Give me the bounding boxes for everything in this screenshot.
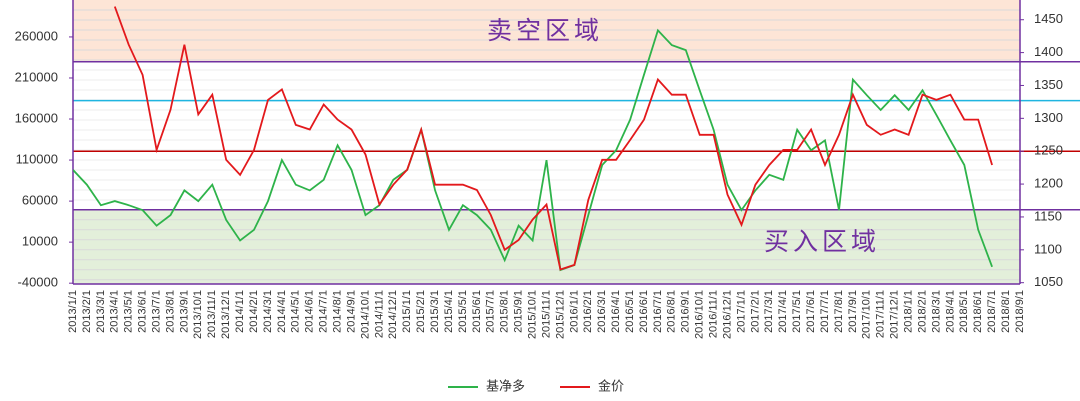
x-tick-label: 2016/2/1 bbox=[582, 290, 594, 333]
x-tick-label: 2014/5/1 bbox=[290, 290, 302, 333]
x-tick-label: 2017/7/1 bbox=[819, 290, 831, 333]
x-tick-label: 2016/4/1 bbox=[610, 290, 622, 333]
y2-tick-label: 1300 bbox=[1034, 110, 1063, 125]
x-tick-label: 2015/1/1 bbox=[401, 290, 413, 333]
x-tick-label: 2015/8/1 bbox=[499, 290, 511, 333]
x-tick-label: 2015/3/1 bbox=[429, 290, 441, 333]
x-tick-label: 2017/3/1 bbox=[763, 290, 775, 333]
zone-label: 买入区域 bbox=[764, 227, 880, 256]
x-tick-label: 2018/5/1 bbox=[958, 290, 970, 333]
x-tick-label: 2015/4/1 bbox=[443, 290, 455, 333]
x-tick-label: 2018/3/1 bbox=[930, 290, 942, 333]
x-tick-label: 2017/8/1 bbox=[833, 290, 845, 333]
x-tick-label: 2018/4/1 bbox=[944, 290, 956, 333]
x-tick-label: 2014/4/1 bbox=[276, 290, 288, 333]
x-tick-label: 2018/8/1 bbox=[1000, 290, 1012, 333]
x-tick-label: 2013/4/1 bbox=[109, 290, 121, 333]
x-tick-label: 2016/10/1 bbox=[694, 290, 706, 339]
x-tick-label: 2015/10/1 bbox=[526, 290, 538, 339]
x-tick-label: 2015/6/1 bbox=[471, 290, 483, 333]
x-tick-label: 2013/10/1 bbox=[192, 290, 204, 339]
zone bbox=[73, 209, 1020, 284]
y2-tick-label: 1450 bbox=[1034, 11, 1063, 26]
x-tick-label: 2016/1/1 bbox=[568, 290, 580, 333]
x-tick-label: 2016/11/1 bbox=[708, 290, 720, 338]
x-tick-label: 2013/5/1 bbox=[123, 290, 135, 333]
x-tick-label: 2018/7/1 bbox=[986, 290, 998, 333]
y-tick-label: 110000 bbox=[16, 151, 58, 166]
zone-label: 卖空区域 bbox=[487, 16, 603, 45]
legend-label: 金价 bbox=[598, 378, 624, 393]
x-tick-label: 2017/1/1 bbox=[735, 290, 747, 333]
x-tick-label: 2014/8/1 bbox=[332, 290, 344, 333]
x-tick-label: 2017/10/1 bbox=[861, 290, 873, 339]
x-tick-label: 2014/2/1 bbox=[248, 290, 260, 333]
x-tick-label: 2014/6/1 bbox=[304, 290, 316, 333]
x-tick-label: 2016/8/1 bbox=[666, 290, 678, 333]
x-tick-label: 2017/5/1 bbox=[791, 290, 803, 333]
x-tick-label: 2016/7/1 bbox=[652, 290, 664, 333]
x-tick-label: 2013/2/1 bbox=[81, 290, 93, 333]
x-tick-label: 2013/8/1 bbox=[164, 290, 176, 333]
x-tick-label: 2014/9/1 bbox=[345, 290, 357, 333]
x-tick-label: 2015/7/1 bbox=[485, 290, 497, 333]
y-tick-label: 260000 bbox=[15, 28, 58, 43]
x-tick-label: 2018/1/1 bbox=[902, 290, 914, 333]
y-tick-label: 210000 bbox=[15, 69, 58, 84]
x-tick-label: 2015/2/1 bbox=[415, 290, 427, 333]
x-tick-label: 2016/5/1 bbox=[624, 290, 636, 333]
x-tick-label: 2014/11/1 bbox=[373, 290, 385, 338]
x-tick-label: 2013/7/1 bbox=[150, 290, 162, 333]
x-tick-label: 2016/12/1 bbox=[721, 290, 733, 339]
x-tick-label: 2015/12/1 bbox=[554, 290, 566, 339]
x-tick-label: 2014/10/1 bbox=[359, 290, 371, 339]
x-tick-label: 2016/3/1 bbox=[596, 290, 608, 333]
x-tick-label: 2014/3/1 bbox=[262, 290, 274, 333]
y-tick-label: -40000 bbox=[18, 275, 58, 290]
y-tick-label: 10000 bbox=[22, 234, 58, 249]
y2-tick-label: 1350 bbox=[1034, 77, 1063, 92]
y2-tick-label: 1150 bbox=[1034, 208, 1062, 223]
series-line bbox=[113, 6, 993, 271]
x-tick-label: 2017/4/1 bbox=[777, 290, 789, 333]
y-tick-label: 160000 bbox=[15, 110, 58, 125]
x-tick-label: 2017/2/1 bbox=[749, 290, 761, 333]
y2-tick-label: 1200 bbox=[1034, 176, 1063, 191]
x-tick-label: 2013/1/1 bbox=[67, 290, 79, 333]
x-tick-label: 2015/5/1 bbox=[457, 290, 469, 333]
y2-tick-label: 1250 bbox=[1034, 143, 1063, 158]
x-tick-label: 2013/9/1 bbox=[178, 290, 190, 333]
x-tick-label: 2017/9/1 bbox=[847, 290, 859, 333]
x-tick-label: 2013/11/1 bbox=[206, 290, 218, 338]
x-tick-label: 2013/3/1 bbox=[95, 290, 107, 333]
x-tick-label: 2015/11/1 bbox=[540, 290, 552, 338]
x-tick-label: 2018/9/1 bbox=[1014, 290, 1026, 333]
x-tick-label: 2017/12/1 bbox=[889, 290, 901, 339]
x-tick-label: 2013/12/1 bbox=[220, 290, 232, 339]
y2-tick-label: 1400 bbox=[1034, 44, 1063, 59]
x-tick-label: 2016/6/1 bbox=[638, 290, 650, 333]
x-tick-label: 2015/9/1 bbox=[513, 290, 525, 333]
x-tick-label: 2013/6/1 bbox=[137, 290, 149, 333]
x-tick-label: 2017/11/1 bbox=[875, 290, 887, 338]
x-tick-label: 2018/6/1 bbox=[972, 290, 984, 333]
x-tick-label: 2016/9/1 bbox=[680, 290, 692, 333]
y2-tick-label: 1050 bbox=[1034, 274, 1063, 289]
legend-label: 基净多 bbox=[486, 378, 525, 393]
y2-tick-label: 1100 bbox=[1034, 241, 1062, 256]
x-tick-label: 2014/12/1 bbox=[387, 290, 399, 339]
series-line bbox=[73, 28, 993, 272]
x-tick-label: 2017/6/1 bbox=[805, 290, 817, 333]
x-tick-label: 2018/2/1 bbox=[916, 290, 928, 333]
x-tick-label: 2014/7/1 bbox=[318, 290, 330, 333]
x-tick-label: 2014/1/1 bbox=[234, 290, 246, 333]
y-tick-label: 60000 bbox=[22, 193, 58, 208]
